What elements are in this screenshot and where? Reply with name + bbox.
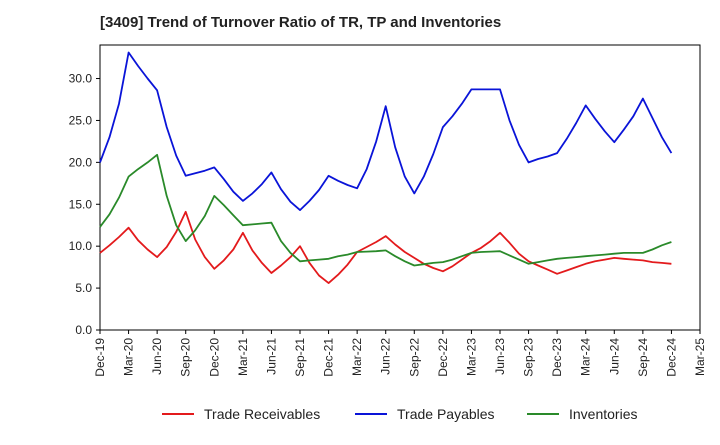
y-tick-label: 15.0 (69, 197, 93, 211)
y-tick-label: 25.0 (69, 113, 93, 127)
legend-label-inventories: Inventories (569, 406, 637, 422)
x-tick-label: Mar-24 (579, 338, 593, 376)
x-tick-label: Dec-24 (664, 338, 678, 377)
x-tick-label: Jun-22 (379, 338, 393, 375)
x-tick-label: Dec-19 (93, 338, 107, 377)
x-tick-label: Dec-21 (322, 338, 336, 377)
x-tick-label: Jun-20 (150, 338, 164, 375)
series-line-inventories (99, 153, 672, 267)
x-tick-label: Sep-23 (522, 338, 536, 377)
x-tick-label: Mar-20 (122, 338, 136, 376)
x-tick-label: Sep-21 (293, 338, 307, 377)
series-line-trade-payables (99, 51, 673, 212)
x-tick-label: Dec-22 (436, 338, 450, 377)
x-tick-label: Jun-23 (493, 338, 507, 375)
legend-label-trade-receivables: Trade Receivables (204, 406, 320, 422)
x-tick-label: Mar-25 (693, 338, 707, 376)
x-tick-label: Mar-22 (350, 338, 364, 376)
x-tick-label: Jun-24 (607, 338, 621, 375)
y-tick-label: 5.0 (75, 281, 92, 295)
series-line-trade-receivables (99, 210, 672, 285)
x-tick-label: Sep-22 (407, 338, 421, 377)
y-tick-label: 10.0 (69, 239, 93, 253)
x-tick-label: Dec-20 (207, 338, 221, 377)
x-tick-label: Mar-21 (236, 338, 250, 376)
x-tick-label: Sep-24 (636, 338, 650, 377)
y-tick-label: 0.0 (75, 323, 92, 337)
legend-label-trade-payables: Trade Payables (397, 406, 495, 422)
chart-title: [3409] Trend of Turnover Ratio of TR, TP… (100, 14, 502, 31)
x-tick-label: Dec-23 (550, 338, 564, 377)
plot-frame (99, 44, 701, 331)
x-tick-label: Jun-21 (264, 338, 278, 375)
y-tick-label: 20.0 (69, 155, 93, 169)
x-tick-label: Mar-23 (464, 338, 478, 376)
x-tick-label: Sep-20 (179, 338, 193, 377)
y-tick-label: 30.0 (69, 72, 93, 86)
